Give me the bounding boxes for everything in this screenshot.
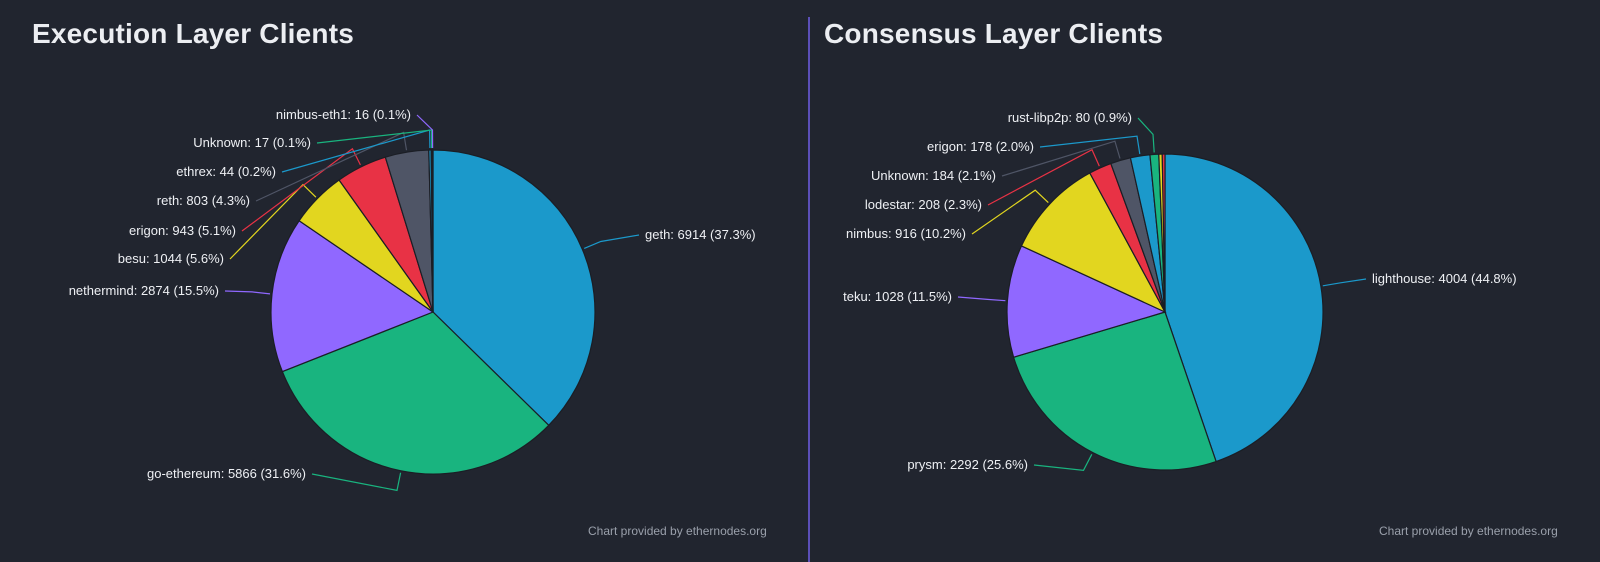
leader-line-prysm [1033, 454, 1093, 471]
leader-line-unknown [316, 129, 433, 149]
pie-slice-nimbus[interactable] [1020, 172, 1167, 314]
slice-label-erigon: erigon: 943 (5.1%) [129, 223, 236, 238]
leader-line-unknown [1001, 140, 1121, 177]
execution-clients-panel: Execution Layer Clients geth: 6914 (37.3… [32, 18, 767, 538]
leader-line-erigon [241, 147, 361, 232]
leader-line-reth [255, 131, 408, 202]
slice-label-nethermind: nethermind: 2874 (15.5%) [69, 283, 219, 298]
slice-label-unknown: Unknown: 17 (0.1%) [193, 135, 311, 150]
panel-divider [808, 17, 810, 562]
slice-label-reth: reth: 803 (4.3%) [157, 193, 250, 208]
execution-clients-pie-chart: geth: 6914 (37.3%) go-ethereum: 5866 (31.… [69, 107, 756, 492]
chart-credit[interactable]: Chart provided by ethernodes.org [588, 524, 767, 538]
leader-line-besu [229, 183, 317, 260]
slice-label-ethrex: ethrex: 44 (0.2%) [176, 164, 276, 179]
leader-line-lighthouse [1322, 278, 1367, 287]
consensus-clients-pie-chart: lighthouse: 4004 (44.8%) prysm: 2292 (25.… [843, 110, 1517, 472]
pie-slice-nimbus-eth1[interactable] [431, 149, 434, 313]
pie-slice-nethermind[interactable] [270, 219, 435, 373]
slice-label-geth: geth: 6914 (37.3%) [645, 227, 756, 242]
chart-title: Consensus Layer Clients [824, 18, 1164, 49]
pie-slice-teku[interactable] [1006, 245, 1167, 358]
leader-line-rust-libp2p [1137, 117, 1155, 153]
slice-label-prysm: prysm: 2292 (25.6%) [907, 457, 1028, 472]
leader-line-nimbus-eth1 [416, 114, 434, 149]
slice-label-teku: teku: 1028 (11.5%) [843, 289, 952, 304]
leader-line-lodestar [987, 148, 1100, 206]
leader-line-go-ethereum [311, 472, 402, 492]
slice-label-nimbus-eth1: nimbus-eth1: 16 (0.1%) [276, 107, 411, 122]
leader-line-nimbus [971, 189, 1049, 235]
slice-label-lodestar: lodestar: 208 (2.3%) [865, 197, 982, 212]
slice-label-nimbus: nimbus: 916 (10.2%) [846, 226, 966, 241]
pie-slice-other[interactable] [1161, 153, 1166, 313]
slice-label-erigon: erigon: 178 (2.0%) [927, 139, 1034, 154]
slice-label-besu: besu: 1044 (5.6%) [118, 251, 224, 266]
chart-credit[interactable]: Chart provided by ethernodes.org [1379, 524, 1558, 538]
pie-slice-prysm[interactable] [1012, 311, 1217, 471]
slice-label-go-ethereum: go-ethereum: 5866 (31.6%) [147, 466, 306, 481]
pie-slice-lighthouse[interactable] [1164, 153, 1324, 463]
slice-label-lighthouse: lighthouse: 4004 (44.8%) [1372, 271, 1517, 286]
pie-slice-geth[interactable] [432, 149, 596, 427]
leader-line-nethermind [224, 290, 271, 295]
leader-line-geth [583, 234, 640, 249]
slice-label-rust-libp2p: rust-libp2p: 80 (0.9%) [1008, 110, 1132, 125]
chart-title: Execution Layer Clients [32, 18, 355, 49]
consensus-clients-panel: Consensus Layer Clients lighthouse: 4004… [808, 0, 1600, 562]
leader-line-erigon [1039, 135, 1141, 155]
slice-label-unknown: Unknown: 184 (2.1%) [871, 168, 996, 183]
leader-line-teku [957, 296, 1006, 302]
pie-slice-go-ethereum[interactable] [281, 311, 550, 475]
